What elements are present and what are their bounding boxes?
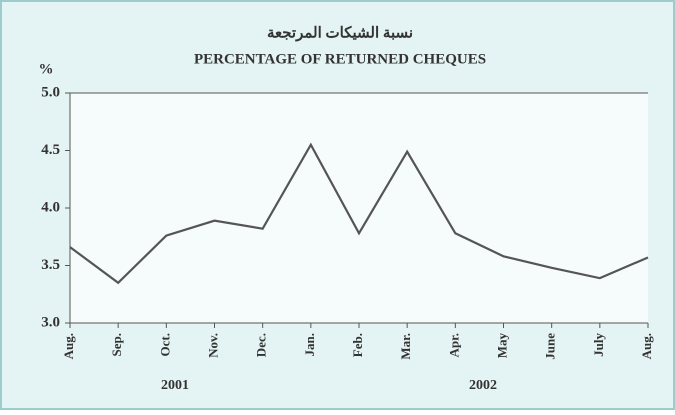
x-tick-label: Jan. — [302, 333, 317, 356]
series-line — [69, 142, 649, 285]
x-tick-label: Nov. — [205, 333, 220, 358]
x-tick-label: Aug. — [639, 333, 654, 359]
x-tick-label: Feb. — [350, 333, 365, 357]
x-tick-label: Apr. — [446, 333, 461, 357]
x-tick-label: Sep. — [109, 333, 124, 356]
year-label: 2001 — [161, 378, 189, 393]
x-tick-label: July — [591, 333, 606, 357]
y-tick-label: 5.0 — [41, 84, 60, 100]
chart-subtitle: PERCENTAGE OF RETURNED CHEQUES — [194, 51, 486, 67]
x-tick-label: Mar. — [398, 333, 413, 360]
x-tick-label: Oct. — [157, 333, 172, 356]
x-tick-label: Dec. — [254, 333, 269, 357]
plot-area — [70, 93, 648, 323]
y-axis-label: % — [39, 61, 54, 77]
y-tick-label: 4.0 — [41, 199, 60, 215]
y-tick-label: 3.0 — [41, 314, 60, 330]
x-tick-label: Aug. — [61, 333, 76, 359]
year-label: 2002 — [469, 378, 497, 393]
y-tick-label: 4.5 — [41, 142, 60, 158]
x-tick-label: May — [494, 333, 509, 359]
chart-title: نسبة الشيكات المرتجعة — [267, 25, 413, 41]
y-tick-label: 3.5 — [41, 257, 60, 273]
x-tick-label: June — [543, 333, 558, 360]
